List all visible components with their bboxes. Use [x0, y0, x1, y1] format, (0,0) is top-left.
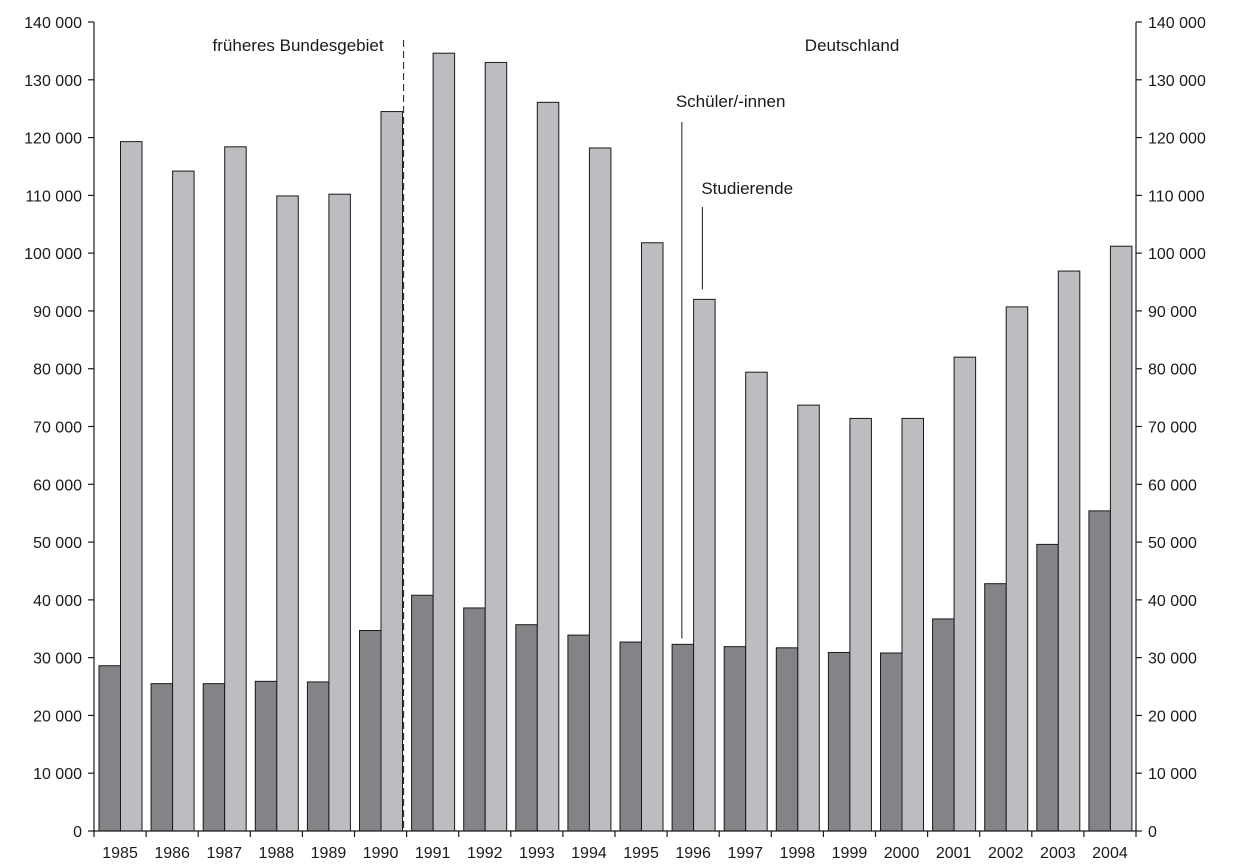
bar-schuler-innen-1989: [306, 681, 330, 832]
bar-schuler-innen-1996: [671, 643, 695, 832]
bar-schuler-innen-1991: [411, 594, 434, 832]
x-tick-label-1985: 1985: [102, 845, 138, 862]
bar-studierende-1985: [120, 141, 143, 832]
x-tick-label-1995: 1995: [623, 845, 659, 862]
y-tick-label-left-60-000: 60 000: [33, 477, 82, 494]
y-tick-label-left-50-000: 50 000: [33, 535, 82, 552]
bar-schuler-innen-1985: [98, 665, 121, 832]
y-tick-label-left-110-000: 110 000: [25, 188, 82, 205]
y-tick-label-left-80-000: 80 000: [33, 362, 82, 379]
y-tick-label-right-130-000: 130 000: [1148, 73, 1206, 90]
bar-studierende-1993: [536, 101, 560, 832]
bar-studierende-2002: [1005, 306, 1029, 832]
x-tick-label-2003: 2003: [1040, 845, 1076, 862]
x-tick-label-1994: 1994: [571, 845, 607, 862]
bar-studierende-1986: [172, 170, 195, 832]
bar-studierende-1991: [432, 52, 456, 832]
bar-studierende-1998: [797, 404, 820, 832]
x-tick-label-1986: 1986: [154, 845, 190, 862]
x-tick-label-1997: 1997: [727, 845, 763, 862]
bar-studierende-2004: [1109, 245, 1133, 832]
bar-schuler-innen-1990: [359, 629, 382, 832]
bar-schuler-innen-1987: [202, 683, 226, 832]
x-tick-label-1993: 1993: [519, 845, 555, 862]
y-tick-label-left-90-000: 90 000: [33, 304, 82, 321]
bar-studierende-1994: [588, 147, 612, 832]
y-tick-label-right-40-000: 40 000: [1148, 593, 1197, 610]
x-tick-label-1991: 1991: [415, 845, 451, 862]
x-ticks-layer: 1985 1986 1987 1988 1989 1990 1991 1992 1993 1994…: [93, 831, 1137, 862]
bar-studierende-1995: [641, 242, 664, 832]
bar-schuler-innen-1999: [827, 651, 851, 832]
y-tick-label-left-30-000: 30 000: [33, 651, 82, 668]
y-tick-label-left-10-000: 10 000: [33, 766, 82, 783]
bar-studierende-1992: [484, 61, 508, 832]
y-tick-label-right-60-000: 60 000: [1148, 477, 1197, 494]
y-tick-label-right-110-000: 110 000: [1148, 188, 1205, 205]
x-tick-label-1988: 1988: [259, 845, 295, 862]
y-tick-label-right-70-000: 70 000: [1148, 420, 1197, 437]
bar-studierende-1997: [745, 371, 768, 832]
x-tick-label-2004: 2004: [1092, 845, 1128, 862]
y-tick-label-right-90-000: 90 000: [1148, 304, 1197, 321]
bar-schuler-innen-1986: [150, 683, 174, 832]
y-tick-label-left-0: 0: [73, 824, 82, 841]
y-tick-label-left-20-000: 20 000: [33, 708, 82, 725]
y-tick-label-right-50-000: 50 000: [1148, 535, 1197, 552]
bar-schuler-innen-1992: [463, 607, 486, 832]
y-ticks-layer: 0 0 10 000 10 000 20 000 20 000 30 000 30 000 40…: [24, 15, 1206, 841]
y-tick-label-right-140-000: 140 000: [1148, 15, 1206, 32]
bar-schuler-innen-1988: [254, 680, 278, 832]
bar-schuler-innen-2000: [880, 652, 903, 832]
y-tick-label-right-100-000: 100 000: [1148, 246, 1206, 263]
bar-studierende-1990: [380, 111, 403, 832]
bar-schuler-innen-1993: [515, 624, 538, 832]
bar-studierende-1996: [693, 298, 716, 832]
bar-studierende-2003: [1057, 270, 1081, 832]
bar-schuler-innen-2002: [984, 583, 1007, 832]
bar-schuler-innen-1994: [567, 634, 590, 832]
bar-schuler-innen-2003: [1036, 543, 1059, 832]
y-tick-label-right-80-000: 80 000: [1148, 362, 1197, 379]
bar-schuler-innen-1995: [619, 641, 642, 832]
bar-schuler-innen-1997: [723, 646, 747, 832]
y-tick-label-left-40-000: 40 000: [33, 593, 82, 610]
x-tick-label-2000: 2000: [884, 845, 920, 862]
x-tick-label-2001: 2001: [936, 845, 972, 862]
bar-schuler-innen-2001: [932, 618, 955, 832]
x-tick-label-1998: 1998: [780, 845, 816, 862]
x-tick-label-1992: 1992: [467, 845, 503, 862]
bar-studierende-1989: [328, 193, 351, 832]
bar-studierende-2000: [901, 417, 924, 832]
y-tick-label-right-30-000: 30 000: [1148, 651, 1197, 668]
y-tick-label-left-70-000: 70 000: [33, 420, 82, 437]
y-tick-label-right-20-000: 20 000: [1148, 708, 1197, 725]
x-tick-label-1987: 1987: [206, 845, 242, 862]
bar-schuler-innen-1998: [775, 647, 799, 832]
region-label-deutschland: Deutschland: [805, 36, 900, 55]
y-tick-label-right-0: 0: [1148, 824, 1157, 841]
bar-studierende-2001: [953, 356, 977, 832]
bar-studierende-1987: [224, 146, 247, 832]
y-tick-label-left-130-000: 130 000: [24, 73, 82, 90]
bars-layer: [98, 52, 1133, 832]
series-label-schueler: Schüler/-innen: [676, 92, 786, 111]
y-tick-label-right-120-000: 120 000: [1148, 131, 1206, 148]
bar-studierende-1999: [849, 417, 872, 832]
region-label-frueheres-bundesgebiet: früheres Bundesgebiet: [213, 36, 384, 55]
series-label-studierende: Studierende: [701, 179, 793, 198]
y-tick-label-left-140-000: 140 000: [24, 15, 82, 32]
x-tick-label-2002: 2002: [988, 845, 1024, 862]
y-tick-label-left-100-000: 100 000: [24, 246, 82, 263]
x-tick-label-1989: 1989: [311, 845, 347, 862]
x-tick-label-1999: 1999: [832, 845, 868, 862]
bar-studierende-1988: [276, 195, 299, 832]
y-tick-label-right-10-000: 10 000: [1148, 766, 1197, 783]
x-tick-label-1996: 1996: [675, 845, 711, 862]
x-tick-label-1990: 1990: [363, 845, 399, 862]
bar-schuler-innen-2004: [1088, 510, 1111, 832]
y-tick-label-left-120-000: 120 000: [24, 131, 82, 148]
